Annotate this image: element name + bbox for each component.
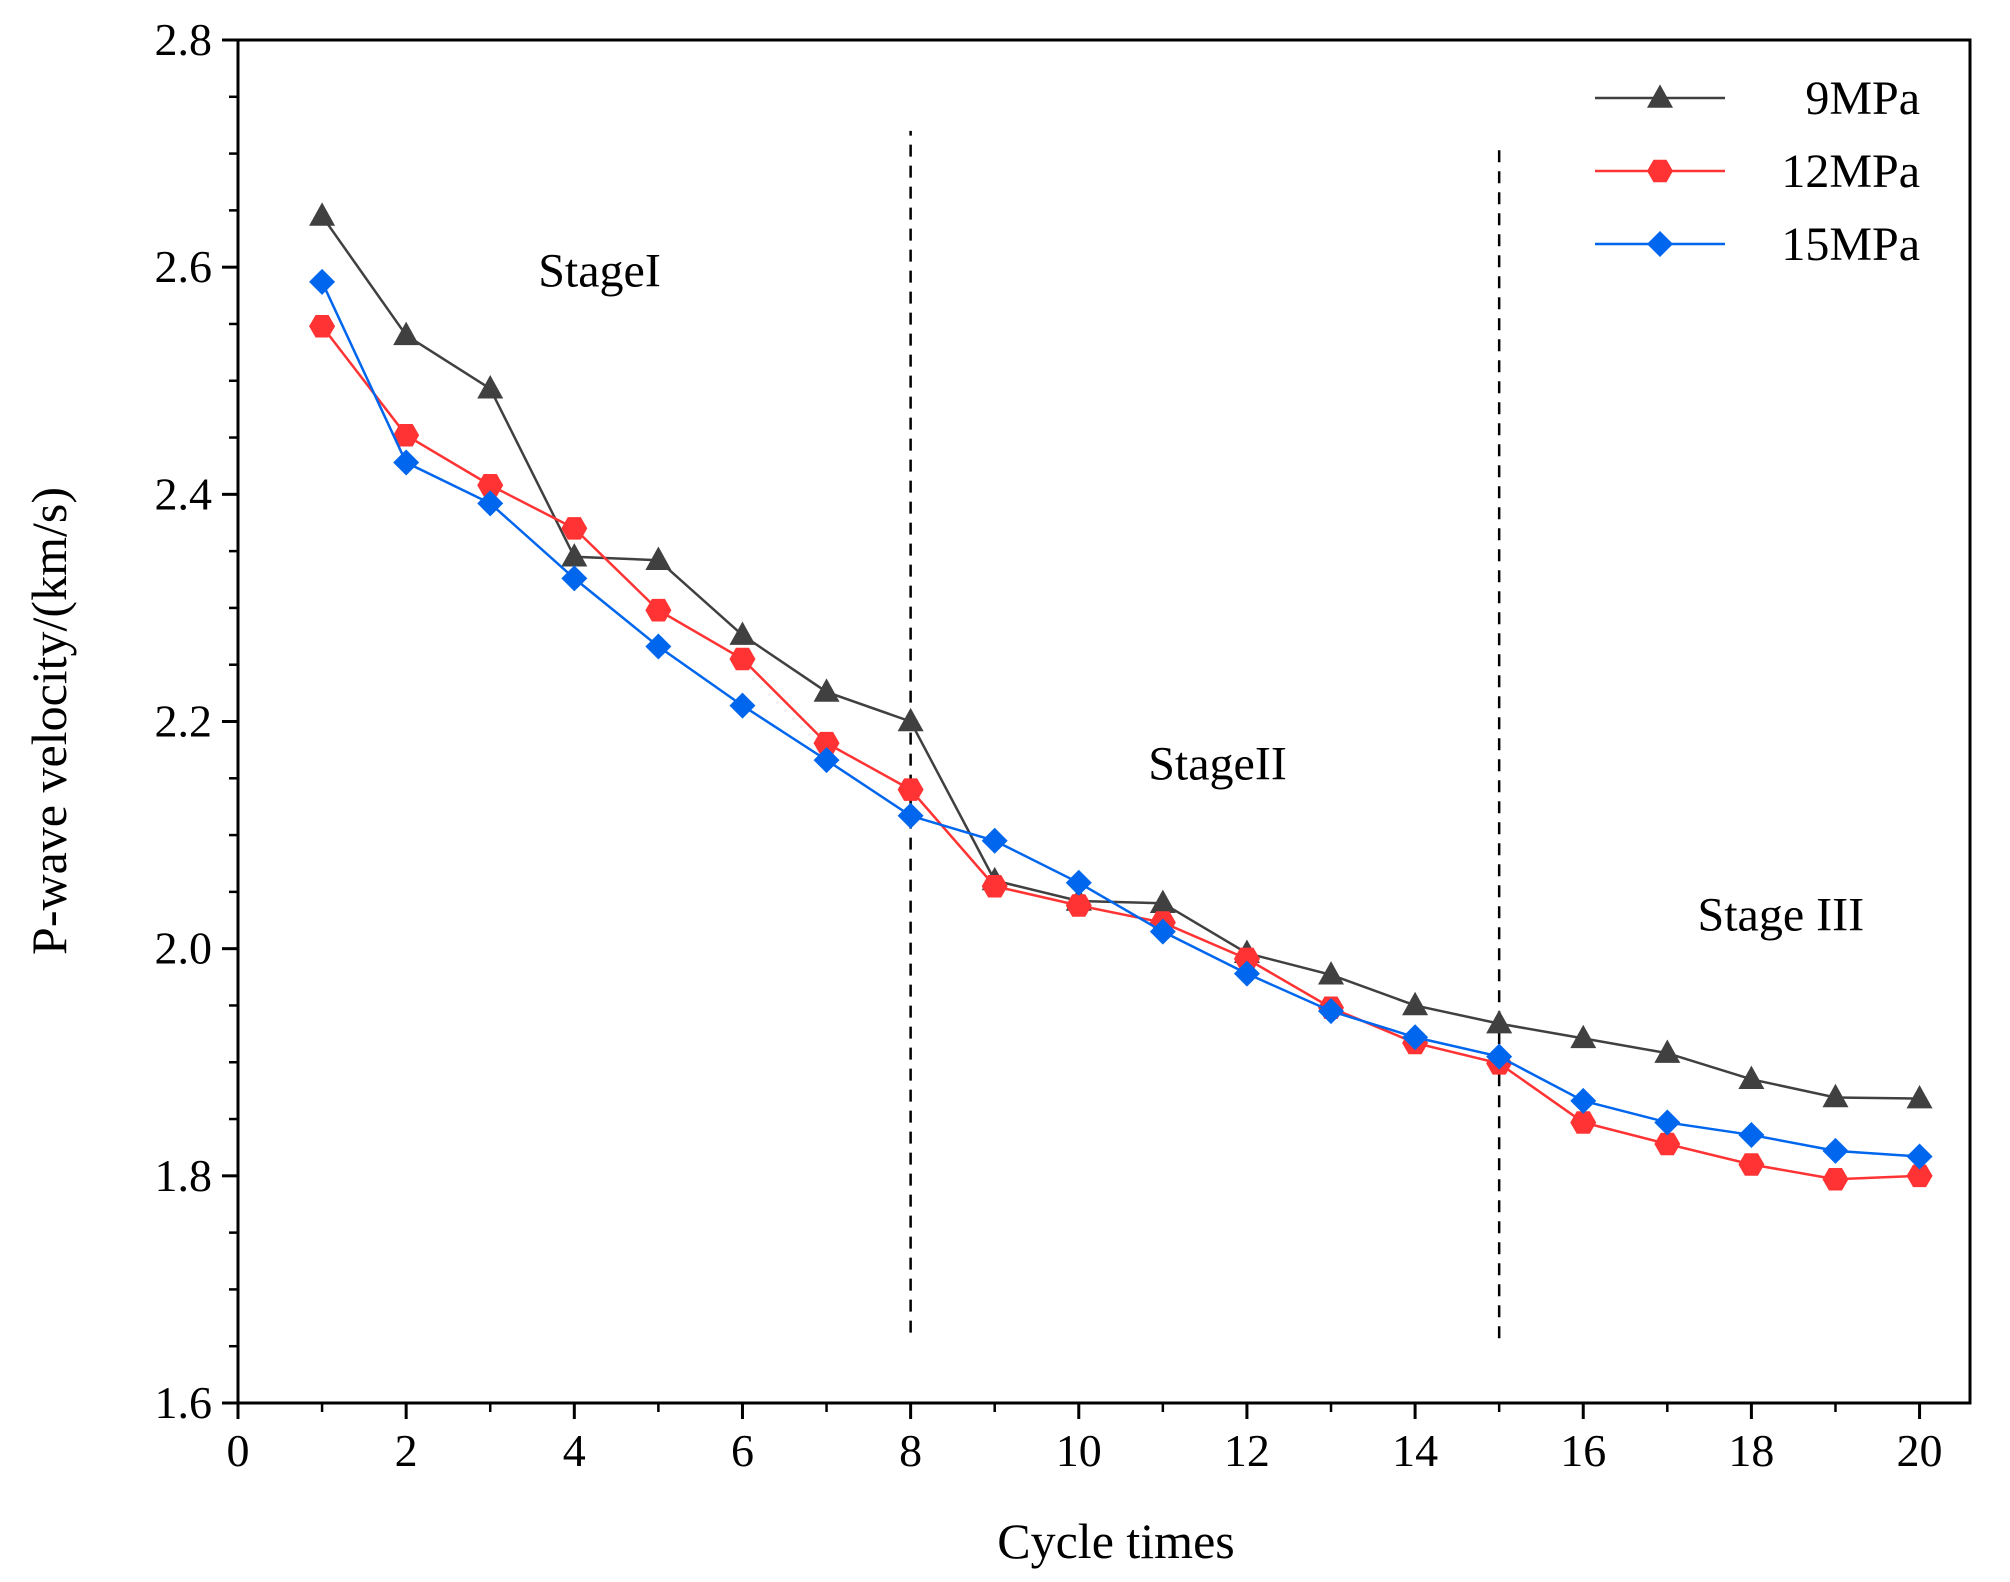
legend-marker-15mpa	[1647, 231, 1673, 257]
data-point-15mpa	[1318, 998, 1345, 1025]
data-point-9mpa	[1906, 1084, 1933, 1109]
y-tick-label: 2.0	[155, 923, 213, 974]
stage-label-3: Stage III	[1698, 889, 1865, 942]
data-point-15mpa	[1233, 960, 1260, 987]
legend: 9MPa 12MPa 15MPa	[1595, 72, 1920, 271]
data-point-9mpa	[1738, 1065, 1765, 1090]
data-point-15mpa	[1822, 1137, 1849, 1164]
data-point-12mpa	[393, 424, 420, 447]
x-tick-label: 16	[1560, 1425, 1606, 1476]
data-point-9mpa	[1822, 1083, 1849, 1108]
data-point-12mpa	[477, 473, 504, 497]
data-point-12mpa	[1065, 894, 1092, 917]
data-point-9mpa	[897, 707, 924, 732]
data-point-12mpa	[1654, 1132, 1681, 1156]
data-point-9mpa	[1570, 1024, 1597, 1049]
data-point-9mpa	[477, 375, 504, 399]
stage-label-2: StageII	[1148, 738, 1287, 791]
y-tick-label: 1.6	[155, 1377, 213, 1428]
x-tick-label: 0	[227, 1425, 250, 1476]
data-point-12mpa	[309, 314, 336, 338]
data-point-15mpa	[729, 692, 756, 719]
data-point-15mpa	[813, 747, 840, 774]
series-9mpa	[309, 202, 1933, 1109]
data-point-12mpa	[1906, 1164, 1933, 1188]
y-tick-label: 2.8	[155, 14, 213, 65]
data-point-15mpa	[393, 449, 420, 476]
vertical-reference-lines	[909, 130, 1501, 1339]
x-axis-title: Cycle times	[997, 1513, 1234, 1569]
data-point-9mpa	[645, 546, 672, 570]
data-point-9mpa	[1654, 1039, 1681, 1063]
series-line-15mpa	[320, 281, 1920, 1158]
x-tick-label: 4	[563, 1425, 586, 1476]
data-point-9mpa	[561, 543, 588, 567]
x-tick-label: 8	[899, 1425, 922, 1476]
data-point-15mpa	[1149, 918, 1176, 945]
y-axis-title: P-wave velocity/(km/s)	[21, 487, 77, 955]
data-point-9mpa	[1486, 1009, 1513, 1034]
data-point-12mpa	[1738, 1153, 1765, 1176]
data-point-9mpa	[393, 321, 420, 346]
legend-marker-12mpa	[1647, 159, 1673, 183]
x-tick-label: 12	[1224, 1425, 1270, 1476]
data-point-15mpa	[1738, 1121, 1765, 1148]
data-point-15mpa	[645, 633, 672, 660]
data-point-15mpa	[1570, 1087, 1597, 1114]
data-point-15mpa	[1654, 1109, 1681, 1136]
series-line-9mpa	[321, 215, 1920, 1100]
data-point-9mpa	[1318, 961, 1345, 985]
data-point-9mpa	[1149, 889, 1176, 913]
y-axis-ticks: 1.6 1.8 2.0 2.2 2.4 2.6 2.8	[155, 14, 238, 1428]
y-tick-label: 2.4	[155, 468, 213, 519]
data-point-9mpa	[309, 202, 336, 226]
stage-annotations: StageI StageII Stage III	[538, 245, 1864, 942]
x-tick-label: 14	[1392, 1425, 1438, 1476]
data-point-15mpa	[309, 268, 336, 295]
series-15mpa	[309, 268, 1933, 1170]
data-point-12mpa	[729, 647, 756, 671]
data-point-12mpa	[897, 778, 924, 801]
data-point-15mpa	[1486, 1043, 1513, 1070]
y-tick-label: 1.8	[155, 1150, 213, 1201]
data-series	[309, 202, 1933, 1191]
data-point-9mpa	[1402, 991, 1429, 1016]
data-point-15mpa	[1065, 869, 1092, 896]
legend-label-12mpa: 12MPa	[1781, 145, 1920, 198]
data-point-15mpa	[561, 565, 588, 592]
data-point-12mpa	[561, 517, 588, 540]
data-point-12mpa	[1570, 1111, 1597, 1134]
data-point-15mpa	[477, 490, 504, 517]
legend-marker-9mpa	[1647, 84, 1673, 108]
data-point-9mpa	[813, 678, 840, 702]
data-point-12mpa	[1233, 947, 1260, 971]
x-tick-label: 20	[1897, 1425, 1943, 1476]
x-tick-label: 6	[731, 1425, 754, 1476]
data-point-9mpa	[729, 621, 756, 645]
legend-label-15mpa: 15MPa	[1781, 218, 1920, 271]
data-point-15mpa	[897, 802, 924, 829]
x-tick-label: 2	[395, 1425, 418, 1476]
data-point-12mpa	[1822, 1167, 1849, 1191]
data-point-12mpa	[645, 598, 672, 622]
x-tick-label: 18	[1728, 1425, 1774, 1476]
data-point-12mpa	[813, 731, 840, 755]
legend-label-9mpa: 9MPa	[1805, 72, 1920, 125]
series-line-12mpa	[321, 325, 1920, 1181]
data-point-15mpa	[981, 827, 1008, 854]
x-axis-ticks: 0 2 4 6 8 10 12 14 16 18 20	[227, 1403, 1943, 1476]
x-tick-label: 10	[1056, 1425, 1102, 1476]
data-point-15mpa	[1906, 1143, 1933, 1170]
data-point-12mpa	[981, 874, 1008, 898]
y-tick-label: 2.2	[155, 696, 213, 747]
data-point-15mpa	[1402, 1024, 1429, 1051]
y-tick-label: 2.6	[155, 241, 213, 292]
stage-label-1: StageI	[538, 245, 661, 298]
